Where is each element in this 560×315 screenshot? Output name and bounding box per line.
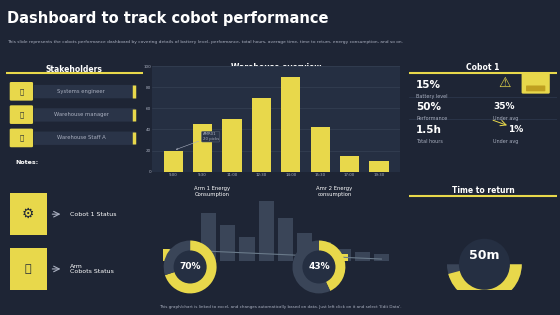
Text: Arm
Cobots Status: Arm Cobots Status xyxy=(70,264,114,274)
Bar xyxy=(201,214,216,261)
Text: Performance: Performance xyxy=(416,116,447,121)
Text: 1%: 1% xyxy=(508,125,524,134)
Wedge shape xyxy=(459,239,510,290)
Bar xyxy=(222,119,241,172)
Bar xyxy=(252,98,271,172)
Text: 70%: 70% xyxy=(179,262,201,272)
Text: 🦾: 🦾 xyxy=(25,264,31,274)
Text: 15%: 15% xyxy=(416,80,441,90)
Text: AMR01
20 picks: AMR01 20 picks xyxy=(176,132,219,150)
Text: 👤: 👤 xyxy=(19,111,24,118)
Bar xyxy=(281,77,300,172)
Text: Systems engineer: Systems engineer xyxy=(57,89,105,94)
Bar xyxy=(259,202,274,261)
Wedge shape xyxy=(292,241,330,293)
FancyBboxPatch shape xyxy=(10,248,47,290)
Text: This graph/chart is linked to excel, and changes automatically based on data. Ju: This graph/chart is linked to excel, and… xyxy=(158,305,402,309)
Text: This slide represents the cobots performance dashboard by covering details of ba: This slide represents the cobots perform… xyxy=(7,40,403,44)
Bar xyxy=(316,242,332,261)
Bar xyxy=(354,252,370,261)
Text: 35%: 35% xyxy=(493,102,515,111)
Wedge shape xyxy=(447,264,522,302)
Wedge shape xyxy=(165,241,217,293)
Wedge shape xyxy=(302,250,335,284)
Bar xyxy=(278,218,293,261)
Text: 👤: 👤 xyxy=(19,88,24,94)
FancyBboxPatch shape xyxy=(10,193,47,235)
Text: Total hours: Total hours xyxy=(416,139,443,144)
FancyBboxPatch shape xyxy=(34,132,136,145)
Bar xyxy=(162,249,178,261)
Bar xyxy=(335,249,351,261)
Text: Warehouse Staff A: Warehouse Staff A xyxy=(57,135,105,140)
FancyBboxPatch shape xyxy=(10,105,33,124)
Text: Today: Today xyxy=(281,72,297,77)
Text: Month: Month xyxy=(347,72,363,77)
Text: Dashboard to track cobot performance: Dashboard to track cobot performance xyxy=(7,11,329,26)
FancyBboxPatch shape xyxy=(10,82,33,101)
Wedge shape xyxy=(448,264,522,302)
Bar xyxy=(311,127,330,172)
Text: Under avg: Under avg xyxy=(493,139,519,144)
FancyBboxPatch shape xyxy=(10,129,33,147)
Text: 50m: 50m xyxy=(469,249,500,262)
Text: Year: Year xyxy=(377,72,388,77)
Text: Arm 1 Energy
Consumption: Arm 1 Energy Consumption xyxy=(194,186,230,197)
Text: ⚠: ⚠ xyxy=(498,76,510,90)
Bar xyxy=(239,238,255,261)
Wedge shape xyxy=(174,250,207,284)
Bar xyxy=(162,249,178,261)
Wedge shape xyxy=(164,241,190,275)
Text: Stakeholders: Stakeholders xyxy=(46,65,102,73)
Text: Time to return: Time to return xyxy=(451,186,515,195)
Text: Cobot 1: Cobot 1 xyxy=(466,63,500,72)
Bar xyxy=(193,124,212,172)
Text: 50%: 50% xyxy=(416,102,441,112)
Text: 43%: 43% xyxy=(308,262,330,272)
FancyBboxPatch shape xyxy=(526,85,545,91)
Bar xyxy=(182,242,197,261)
Bar xyxy=(164,151,183,172)
Text: Under avg: Under avg xyxy=(493,116,519,121)
Wedge shape xyxy=(319,241,346,291)
Text: Notes:: Notes: xyxy=(15,160,39,164)
Text: Battery level: Battery level xyxy=(416,94,448,99)
Text: Amr 2 Energy
consumption: Amr 2 Energy consumption xyxy=(316,186,353,197)
Bar xyxy=(220,226,236,261)
Text: Cobot 1 Status: Cobot 1 Status xyxy=(70,212,116,217)
Bar xyxy=(340,156,359,172)
Bar xyxy=(338,254,348,261)
Text: 👤: 👤 xyxy=(19,135,24,141)
Bar xyxy=(297,233,312,261)
FancyBboxPatch shape xyxy=(34,108,136,122)
Text: Warehouse manager: Warehouse manager xyxy=(54,112,109,117)
Text: week: week xyxy=(314,72,327,77)
FancyBboxPatch shape xyxy=(34,85,136,98)
Text: Warehouse overview: Warehouse overview xyxy=(231,63,321,72)
Text: ⚙: ⚙ xyxy=(22,207,35,221)
FancyBboxPatch shape xyxy=(521,73,550,94)
Bar xyxy=(370,161,389,172)
Bar xyxy=(374,254,389,261)
Text: 1.5h: 1.5h xyxy=(416,125,442,135)
